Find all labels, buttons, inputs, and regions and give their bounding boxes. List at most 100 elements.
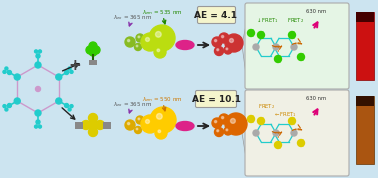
Circle shape (146, 119, 149, 124)
Circle shape (136, 116, 144, 124)
Circle shape (274, 142, 282, 148)
Circle shape (248, 116, 254, 122)
Circle shape (217, 130, 219, 132)
Circle shape (3, 70, 6, 73)
Text: +: + (69, 57, 81, 72)
Circle shape (149, 25, 175, 51)
Circle shape (96, 121, 104, 130)
Circle shape (70, 105, 73, 108)
Ellipse shape (176, 41, 194, 49)
Circle shape (136, 34, 144, 42)
Circle shape (291, 130, 297, 136)
Circle shape (219, 114, 229, 124)
Circle shape (5, 108, 8, 111)
Circle shape (226, 129, 228, 131)
Circle shape (226, 48, 228, 50)
Circle shape (68, 67, 71, 70)
FancyBboxPatch shape (75, 122, 83, 129)
Circle shape (8, 70, 11, 75)
Circle shape (150, 107, 176, 133)
Circle shape (36, 87, 40, 91)
Circle shape (154, 46, 166, 58)
Circle shape (157, 49, 160, 52)
Circle shape (138, 118, 140, 120)
Circle shape (224, 46, 232, 54)
Circle shape (88, 127, 98, 137)
Circle shape (257, 117, 265, 124)
Circle shape (222, 116, 224, 119)
Circle shape (35, 62, 41, 68)
Text: FRET$_2$: FRET$_2$ (259, 102, 276, 111)
Circle shape (136, 45, 138, 47)
Circle shape (56, 74, 62, 80)
Circle shape (82, 121, 90, 130)
Circle shape (135, 43, 141, 51)
Circle shape (127, 122, 130, 125)
Circle shape (155, 32, 161, 37)
Circle shape (68, 108, 71, 111)
Circle shape (212, 37, 222, 47)
Ellipse shape (176, 122, 194, 130)
Circle shape (92, 46, 100, 54)
Circle shape (5, 67, 8, 70)
Circle shape (214, 46, 223, 56)
Circle shape (291, 44, 297, 50)
Circle shape (214, 121, 217, 123)
Circle shape (212, 118, 222, 128)
FancyBboxPatch shape (356, 12, 374, 80)
FancyBboxPatch shape (356, 12, 374, 22)
FancyBboxPatch shape (356, 96, 374, 106)
Text: 630 nm: 630 nm (306, 9, 326, 14)
FancyBboxPatch shape (245, 3, 349, 89)
Circle shape (156, 114, 162, 119)
Circle shape (214, 127, 223, 137)
Circle shape (86, 46, 94, 54)
Circle shape (224, 127, 232, 135)
Text: $\lambda_{ex}$ = 365 nm: $\lambda_{ex}$ = 365 nm (113, 101, 153, 109)
Circle shape (288, 117, 296, 124)
Text: 630 nm: 630 nm (306, 96, 326, 101)
Circle shape (70, 70, 73, 73)
Circle shape (257, 32, 265, 38)
Circle shape (219, 33, 229, 43)
Circle shape (217, 49, 219, 51)
Text: FRET$_2$: FRET$_2$ (287, 16, 305, 25)
Text: AE = 4.1: AE = 4.1 (195, 11, 237, 20)
Circle shape (253, 44, 259, 50)
Circle shape (214, 40, 217, 42)
Circle shape (14, 74, 20, 80)
Circle shape (88, 114, 98, 122)
Circle shape (36, 120, 40, 124)
Circle shape (225, 34, 243, 52)
Circle shape (125, 120, 135, 130)
Text: $\downarrow$FRET$_1$: $\downarrow$FRET$_1$ (255, 16, 279, 25)
FancyBboxPatch shape (356, 96, 374, 164)
Circle shape (229, 38, 234, 43)
Text: $\lambda_{ex}$ = 365 nm: $\lambda_{ex}$ = 365 nm (113, 14, 153, 22)
Circle shape (65, 70, 68, 75)
Circle shape (39, 50, 42, 53)
Circle shape (141, 33, 159, 51)
FancyBboxPatch shape (195, 90, 237, 108)
Circle shape (36, 54, 40, 58)
Circle shape (297, 140, 305, 146)
Circle shape (297, 54, 305, 61)
Text: $\leftarrow$FRET$_1$: $\leftarrow$FRET$_1$ (273, 110, 297, 119)
Circle shape (141, 115, 159, 133)
Circle shape (146, 38, 149, 41)
Circle shape (14, 98, 20, 104)
Circle shape (273, 44, 279, 50)
Circle shape (8, 103, 11, 108)
Circle shape (3, 105, 6, 108)
Circle shape (56, 98, 62, 104)
Text: $\lambda_{em}$ = 535 nm: $\lambda_{em}$ = 535 nm (142, 9, 182, 17)
FancyBboxPatch shape (103, 122, 111, 129)
Circle shape (288, 32, 296, 38)
Circle shape (136, 128, 138, 130)
Circle shape (155, 127, 167, 139)
Circle shape (274, 56, 282, 62)
FancyBboxPatch shape (197, 7, 235, 23)
Circle shape (225, 113, 247, 135)
Circle shape (158, 130, 161, 133)
Circle shape (125, 37, 135, 47)
